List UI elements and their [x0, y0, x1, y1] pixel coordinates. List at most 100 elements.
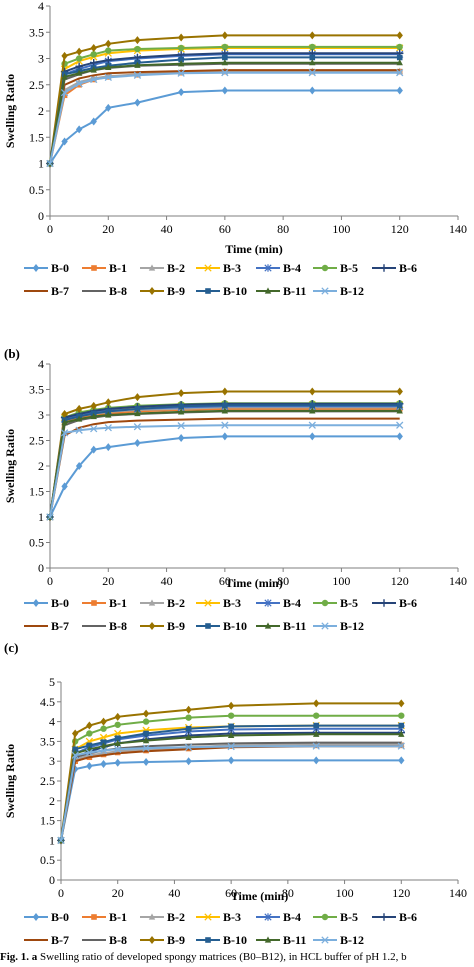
- data-point: [177, 389, 185, 398]
- legend-marker: [264, 622, 272, 629]
- data-point: [61, 482, 68, 491]
- legend-label: B-11: [283, 933, 306, 947]
- data-point: [396, 407, 403, 414]
- legend-item: B-10: [196, 284, 247, 298]
- legend-label: B-7: [51, 933, 69, 947]
- series-B-2: [46, 403, 403, 520]
- x-tick-label: 60: [225, 886, 237, 900]
- data-point: [221, 59, 229, 66]
- series-line: [60, 745, 402, 841]
- data-point: [75, 426, 83, 434]
- y-tick-label: 4: [38, 0, 44, 13]
- data-point: [114, 721, 121, 728]
- legend-label: B-4: [283, 910, 301, 924]
- legend-item: B-8: [82, 619, 127, 633]
- data-point: [309, 86, 316, 95]
- y-tick-label: 3: [49, 754, 55, 768]
- data-point: [396, 402, 403, 409]
- data-point: [184, 743, 193, 751]
- legend-marker: [32, 264, 40, 272]
- legend-label: B-0: [51, 596, 69, 610]
- y-tick-label: 2: [38, 459, 44, 473]
- series-line: [60, 702, 402, 841]
- series-line: [49, 409, 400, 518]
- data-point: [60, 88, 69, 97]
- legend-label: B-10: [223, 933, 247, 947]
- data-point: [221, 387, 229, 396]
- data-point: [90, 44, 97, 52]
- data-point: [114, 739, 121, 746]
- x-tick-label: 140: [449, 574, 467, 588]
- data-point: [104, 56, 112, 64]
- data-point: [90, 117, 97, 126]
- y-tick-label: 3: [38, 52, 44, 66]
- data-point: [221, 69, 229, 77]
- data-point: [114, 712, 121, 721]
- legend-item: B-0: [24, 910, 69, 924]
- x-axis-title: Time (min): [225, 242, 282, 256]
- legend-item: B-11: [256, 933, 306, 947]
- legend-marker: [321, 622, 329, 630]
- data-point: [61, 51, 68, 60]
- x-tick-label: 40: [168, 886, 180, 900]
- data-point: [185, 733, 192, 741]
- legend-marker: [321, 936, 329, 944]
- legend-marker: [264, 264, 272, 272]
- legend-item: B-10: [196, 619, 247, 633]
- y-tick-label: 4: [49, 715, 55, 729]
- data-point: [46, 513, 54, 521]
- data-point: [57, 836, 65, 845]
- series-line: [49, 89, 400, 165]
- legend-label: B-1: [109, 596, 127, 610]
- legend-item: B-3: [196, 910, 241, 924]
- legend: B-0 B-1 B-2 B-3 B-4 B-5 B-6 B-7 B-8 B-9 B-10 B-11 B-…: [24, 596, 417, 633]
- data-point: [142, 744, 150, 752]
- y-tick-label: 4.5: [40, 695, 55, 709]
- data-point: [134, 409, 141, 417]
- series-B-0: [46, 86, 403, 168]
- data-point: [177, 422, 185, 430]
- data-point: [134, 406, 141, 412]
- y-tick-label: 1: [38, 157, 44, 171]
- data-point: [105, 47, 112, 54]
- x-tick-label: 100: [332, 574, 350, 588]
- data-point: [75, 47, 83, 56]
- series-line: [49, 34, 400, 164]
- chart-panel-b: 00.511.522.533.540 20 40 60 80 100 120 140Time …: [3, 357, 467, 633]
- data-point: [75, 125, 83, 134]
- data-point: [177, 44, 185, 52]
- legend-label: B-8: [109, 619, 127, 633]
- y-tick-label: 1.5: [29, 130, 44, 144]
- data-point: [86, 761, 93, 770]
- legend-item: B-1: [82, 261, 127, 275]
- legend-label: B-5: [340, 596, 358, 610]
- data-point: [61, 409, 68, 418]
- data-point: [75, 462, 83, 470]
- y-tick-label: 1: [38, 510, 44, 524]
- data-point: [133, 71, 142, 79]
- series-line: [60, 743, 402, 841]
- legend: B-0 B-1 B-2 B-3 B-4 B-5 B-6 B-7 B-8 B-9 B-10 B-11 B-…: [24, 261, 417, 298]
- data-point: [309, 407, 316, 414]
- data-point: [178, 403, 184, 410]
- legend-marker: [204, 264, 212, 272]
- y-tick-label: 1: [49, 833, 55, 847]
- legend-label: B-7: [51, 619, 69, 633]
- data-point: [61, 419, 68, 426]
- series-B-7: [49, 69, 400, 164]
- legend-item: B-8: [82, 284, 127, 298]
- series-line: [49, 47, 400, 164]
- chart-panel-a: 00.511.522.533.540 20 40 60 80 100 120 140Time …: [3, 0, 467, 298]
- legend-label: B-7: [51, 284, 69, 298]
- data-point: [72, 746, 78, 753]
- data-point: [396, 432, 403, 441]
- data-point: [309, 432, 316, 441]
- y-tick-label: 3.5: [29, 383, 44, 397]
- y-tick-label: 0.5: [40, 853, 55, 867]
- data-point: [221, 86, 229, 95]
- data-point: [177, 33, 185, 42]
- series-line: [49, 402, 400, 518]
- data-point: [222, 402, 228, 409]
- legend-marker: [148, 599, 156, 606]
- legend-label: B-2: [167, 910, 185, 924]
